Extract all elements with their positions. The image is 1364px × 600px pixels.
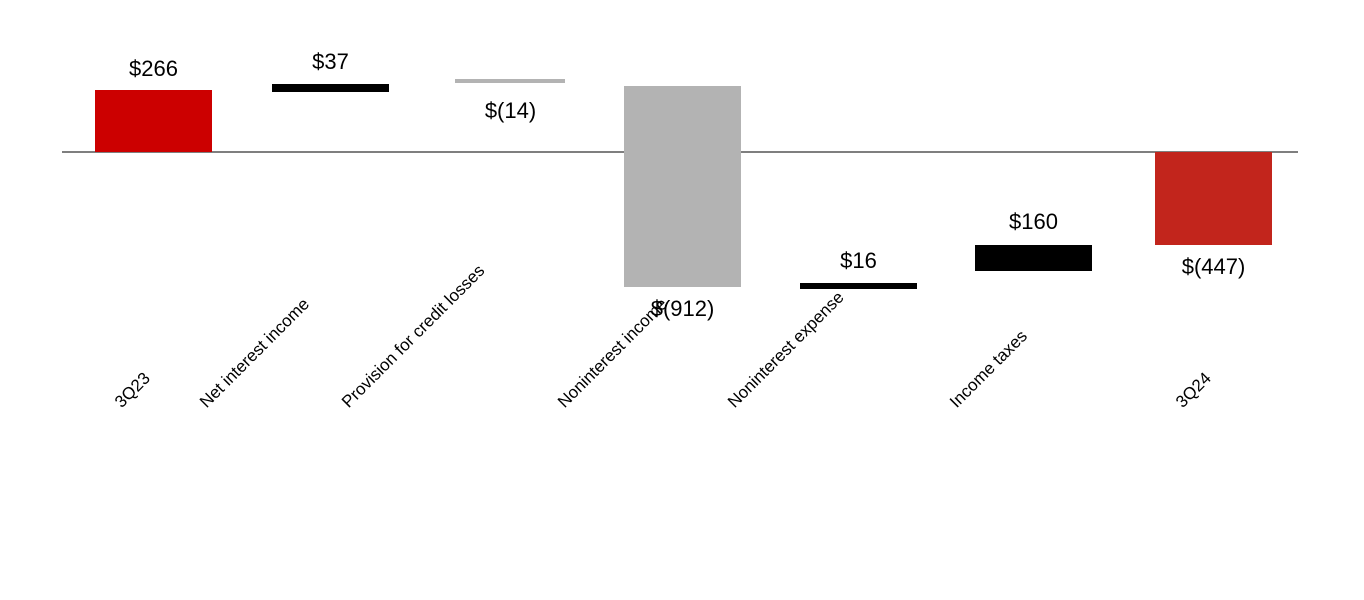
x-axis-label-noninterest-expense: Noninterest expense xyxy=(724,287,848,412)
bar-noninterest-expense[interactable] xyxy=(800,283,917,289)
x-axis-label-net-interest-income: Net interest income xyxy=(196,294,313,412)
bar-income-taxes[interactable] xyxy=(975,245,1092,271)
bar-noninterest-income[interactable] xyxy=(624,86,741,287)
x-axis-label-3q23: 3Q23 xyxy=(111,368,154,412)
x-axis-label-noninterest-income: Noninterest income xyxy=(554,294,672,412)
bar-net-interest-income[interactable] xyxy=(272,84,389,92)
bar-value-label-net-interest-income: $37 xyxy=(312,49,349,74)
bar-value-label-3q24: $(447) xyxy=(1181,254,1246,279)
bar-3q23[interactable] xyxy=(95,90,212,152)
bar-value-label-noninterest-income: $(912) xyxy=(650,296,715,321)
bar-3q24[interactable] xyxy=(1155,152,1272,245)
x-axis-label-3q24: 3Q24 xyxy=(1172,368,1215,412)
x-axis-label-income-taxes: Income taxes xyxy=(946,326,1031,412)
bar-value-label-noninterest-expense: $16 xyxy=(840,248,877,273)
bar-value-label-income-taxes: $160 xyxy=(1009,209,1058,234)
bar-value-label-provision-for-credit-losses: $(14) xyxy=(484,98,537,123)
bar-value-label-3q23: $266 xyxy=(129,56,178,81)
x-axis-label-provision-for-credit-losses: Provision for credit losses xyxy=(338,261,489,412)
bar-provision-for-credit-losses[interactable] xyxy=(455,79,565,83)
